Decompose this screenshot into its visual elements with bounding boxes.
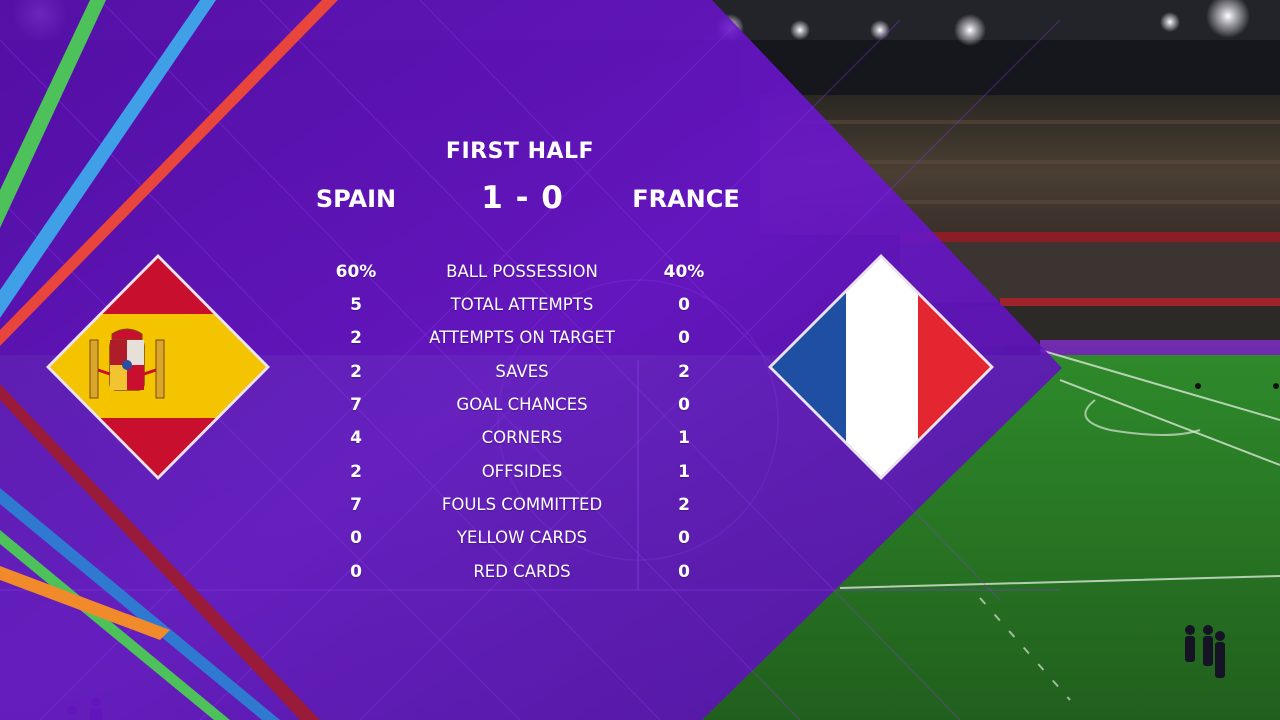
spain-flag-icon	[46, 254, 270, 480]
stat-row-fouls-committed: 7 FOULS COMMITTED 2	[0, 488, 1280, 522]
france-flag-icon	[768, 254, 994, 480]
stat-label: RED CARDS	[473, 562, 571, 581]
stat-label: BALL POSSESSION	[446, 262, 598, 281]
stat-away-value: 0	[678, 528, 690, 548]
away-team-name: FRANCE	[632, 185, 740, 213]
stat-row-total-attempts: 5 TOTAL ATTEMPTS 0	[0, 288, 1280, 322]
stat-row-corners: 4 CORNERS 1	[0, 421, 1280, 455]
stat-home-value: 60%	[335, 262, 377, 282]
match-period: FIRST HALF	[445, 139, 595, 164]
score-separator: -	[515, 180, 529, 216]
stat-away-value: 2	[678, 495, 690, 515]
stat-row-offsides: 2 OFFSIDES 1	[0, 455, 1280, 489]
stat-label: TOTAL ATTEMPTS	[450, 295, 594, 314]
stat-row-ball-possession: 60% BALL POSSESSION 40%	[0, 255, 1280, 289]
stat-home-value: 7	[350, 495, 362, 515]
stat-label: GOAL CHANCES	[456, 395, 588, 414]
stat-label: CORNERS	[481, 428, 563, 447]
stat-home-value: 0	[350, 562, 362, 582]
stat-away-value: 40%	[663, 262, 705, 282]
stat-home-value: 2	[350, 362, 362, 382]
stat-home-value: 7	[350, 395, 362, 415]
stat-row-red-cards: 0 RED CARDS 0	[0, 555, 1280, 589]
stat-away-value: 0	[678, 328, 690, 348]
stat-row-yellow-cards: 0 YELLOW CARDS 0	[0, 521, 1280, 555]
stat-home-value: 2	[350, 462, 362, 482]
stat-away-value: 0	[678, 395, 690, 415]
stat-row-attempts-on-target: 2 ATTEMPTS ON TARGET 0	[0, 321, 1280, 355]
away-score: 0	[541, 180, 563, 216]
stat-label: ATTEMPTS ON TARGET	[429, 328, 615, 347]
stat-away-value: 1	[678, 428, 690, 448]
stat-home-value: 4	[350, 428, 362, 448]
stat-away-value: 1	[678, 462, 690, 482]
stat-away-value: 2	[678, 362, 690, 382]
stat-label: FOULS COMMITTED	[441, 495, 603, 514]
stat-home-value: 2	[350, 328, 362, 348]
stat-away-value: 0	[678, 562, 690, 582]
match-score: 1 - 0	[460, 180, 584, 216]
stat-label: SAVES	[495, 362, 549, 381]
stat-row-saves: 2 SAVES 2	[0, 355, 1280, 389]
stat-home-value: 0	[350, 528, 362, 548]
home-score: 1	[481, 180, 503, 216]
stat-home-value: 5	[350, 295, 362, 315]
stat-label: OFFSIDES	[481, 462, 563, 481]
stat-away-value: 0	[678, 295, 690, 315]
home-team-name: SPAIN	[315, 185, 397, 213]
stat-row-goal-chances: 7 GOAL CHANCES 0	[0, 388, 1280, 422]
stat-label: YELLOW CARDS	[456, 528, 588, 547]
